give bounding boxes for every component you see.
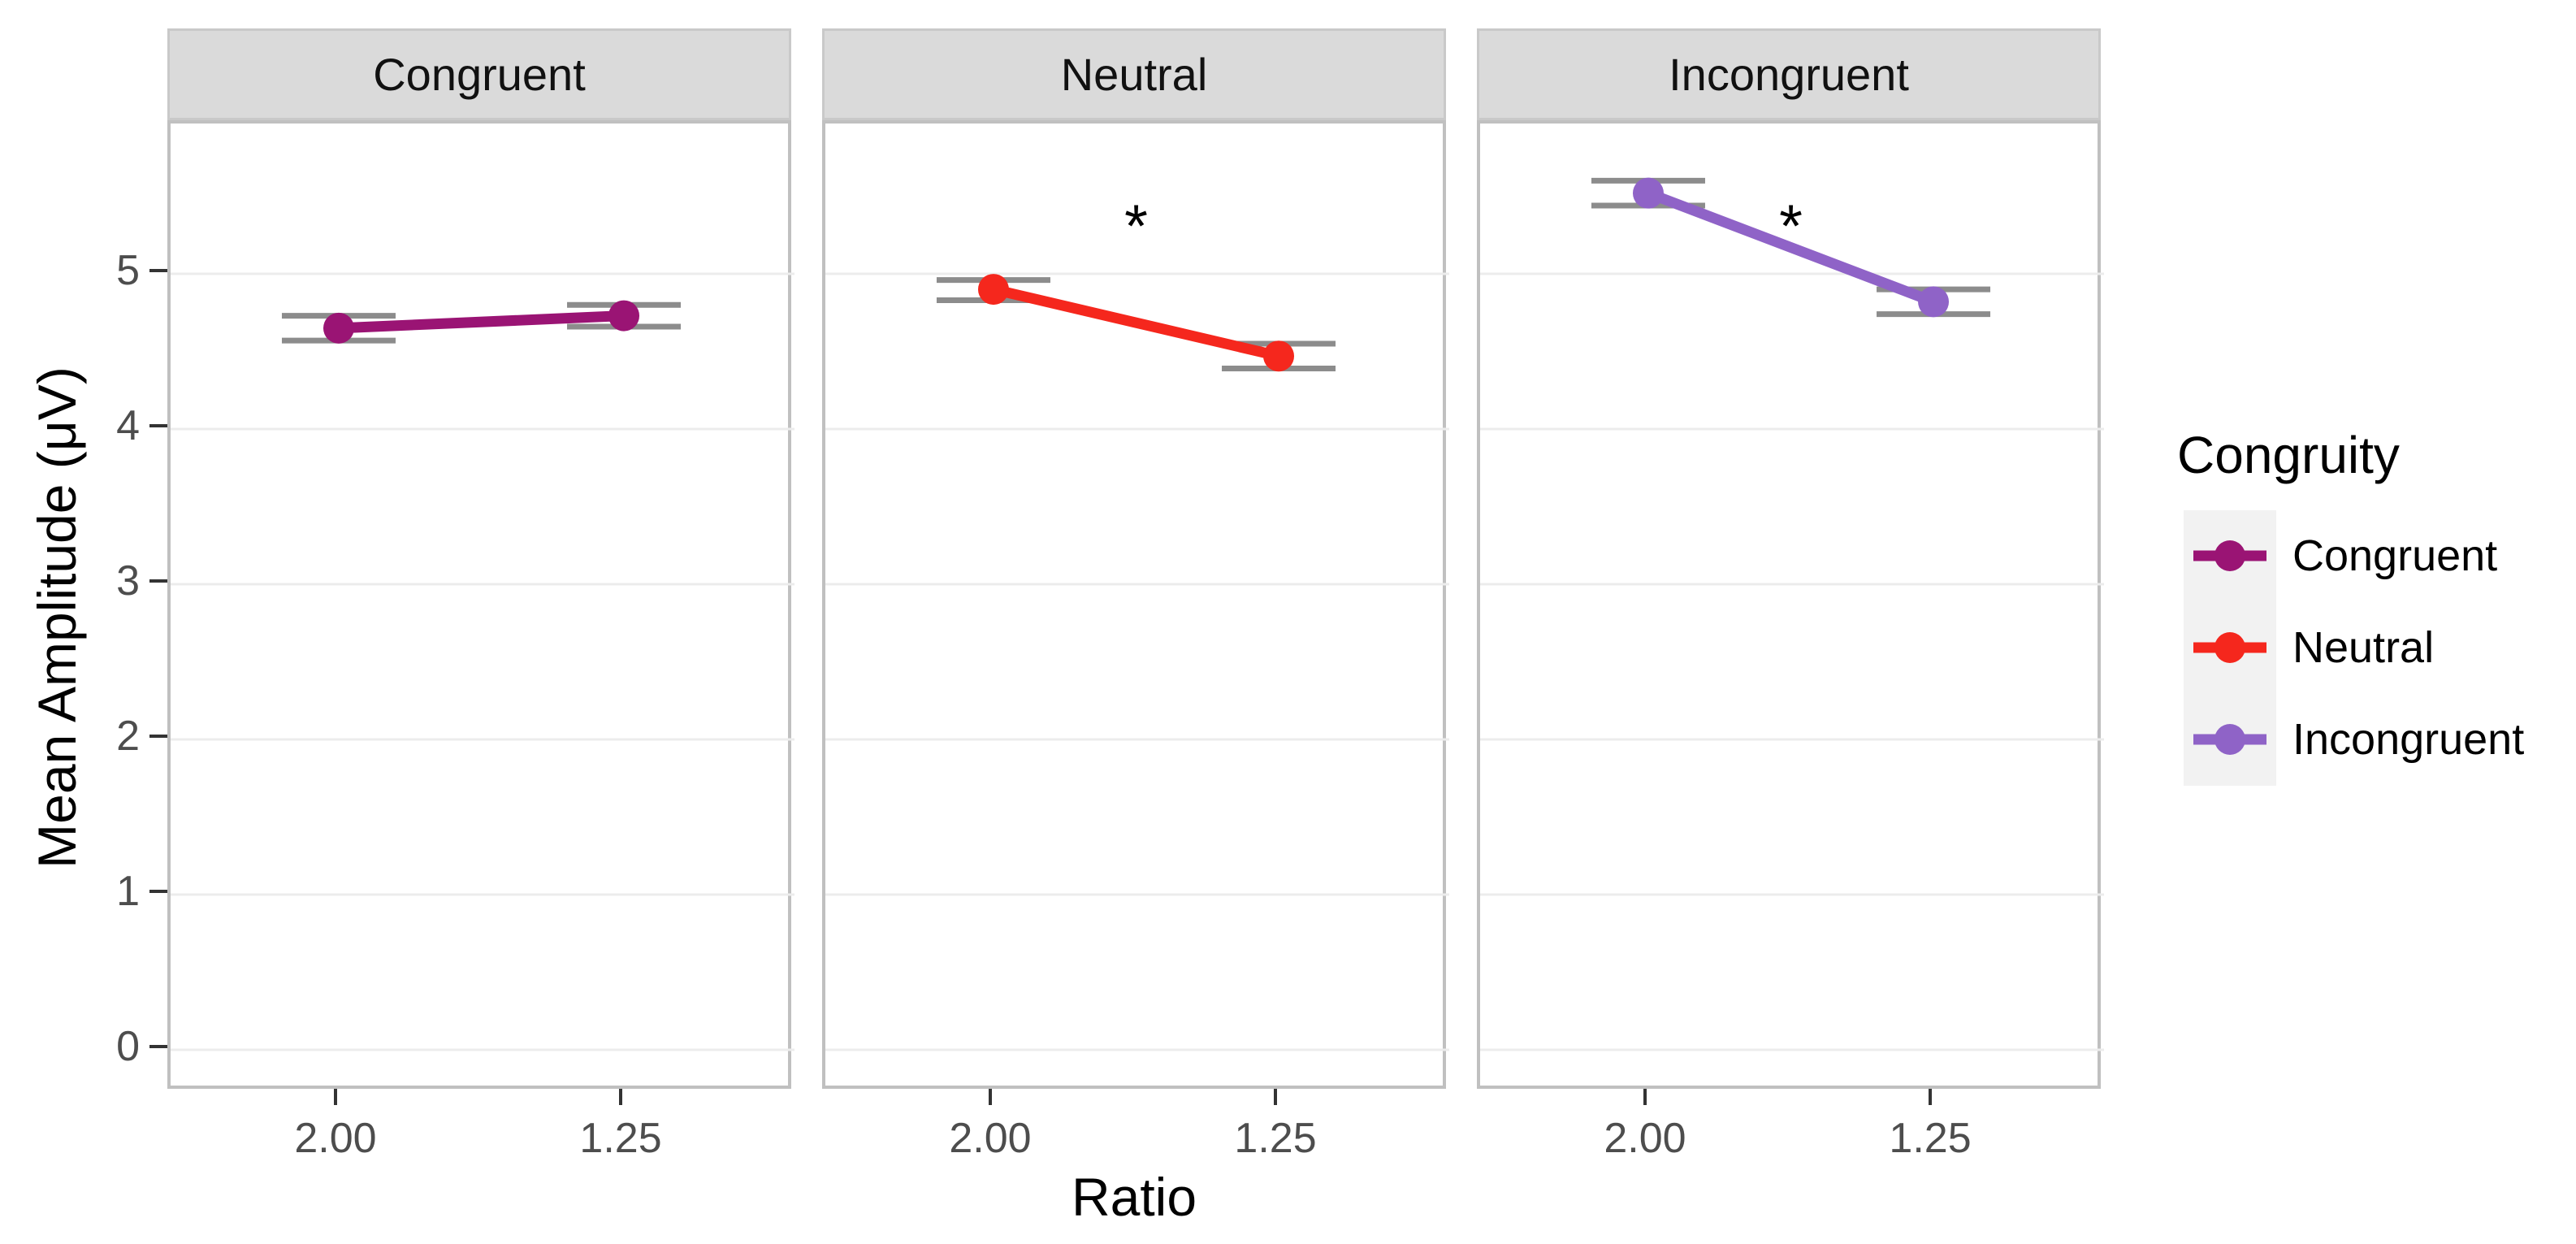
legend-key-dot	[2214, 724, 2245, 755]
significance-asterisk: *	[1779, 193, 1803, 260]
legend-key-band	[2184, 510, 2276, 786]
legend-key-dot	[2214, 632, 2245, 663]
y-tick-mark	[149, 890, 167, 893]
y-tick-mark	[149, 424, 167, 427]
y-tick-mark	[149, 579, 167, 583]
x-tick-mark	[1643, 1089, 1647, 1105]
data-point	[1632, 177, 1664, 209]
facet-strip-label: Neutral	[1060, 48, 1208, 100]
facet-strip: Incongruent	[1477, 28, 2101, 120]
facet-panel: *	[1477, 120, 2104, 1089]
y-tick-mark	[149, 269, 167, 272]
legend-key-glyph	[2193, 632, 2266, 663]
x-tick-label: 1.25	[1234, 1115, 1317, 1162]
y-tick-label: 3	[116, 557, 140, 605]
x-tick-label: 1.25	[1889, 1115, 1972, 1162]
series-line	[1646, 188, 1936, 307]
x-tick-label: 2.00	[949, 1115, 1032, 1162]
legend-label: Incongruent	[2292, 715, 2525, 764]
significance-asterisk: *	[1124, 193, 1148, 260]
data-point	[323, 312, 354, 344]
y-tick-label: 4	[116, 402, 140, 449]
facet-strip-label: Incongruent	[1669, 48, 1909, 100]
x-axis-title: Ratio	[1071, 1167, 1197, 1227]
facet-plot: *	[1480, 177, 2104, 1051]
legend-key	[2184, 510, 2276, 602]
facet-strip: Neutral	[822, 28, 1446, 120]
legend-label: Congruent	[2292, 531, 2498, 580]
legend-key-glyph	[2193, 540, 2266, 571]
data-point	[977, 274, 1009, 306]
series-line	[992, 284, 1280, 362]
facet-strip: Congruent	[167, 28, 791, 120]
y-tick-label: 0	[116, 1023, 140, 1070]
y-tick-label: 1	[116, 868, 140, 915]
x-tick-mark	[333, 1089, 337, 1105]
facet-plot	[171, 272, 794, 1051]
series-line	[338, 310, 625, 334]
legend-title: Congruity	[2177, 426, 2400, 484]
x-tick-mark	[1929, 1089, 1933, 1105]
y-tick-label: 5	[116, 247, 140, 294]
x-tick-mark	[1274, 1089, 1278, 1105]
x-tick-label: 1.25	[579, 1115, 662, 1162]
data-point	[608, 300, 640, 332]
x-tick-label: 2.00	[294, 1115, 377, 1162]
x-tick-mark	[988, 1089, 992, 1105]
x-tick-mark	[619, 1089, 623, 1105]
facet-panel: *	[822, 120, 1449, 1089]
facet-panel	[167, 120, 794, 1089]
legend-key	[2184, 694, 2276, 786]
y-tick-mark	[149, 735, 167, 738]
data-point	[1263, 340, 1295, 372]
facet-plot: *	[825, 193, 1449, 1051]
legend-key	[2184, 602, 2276, 694]
y-tick-mark	[149, 1045, 167, 1048]
legend-key-glyph	[2193, 724, 2266, 755]
y-tick-label: 2	[116, 713, 140, 760]
legend-key-dot	[2214, 540, 2245, 571]
data-point	[1918, 286, 1950, 318]
legend-label: Neutral	[2292, 623, 2435, 672]
facet-strip-label: Congruent	[373, 48, 586, 100]
x-tick-label: 2.00	[1604, 1115, 1686, 1162]
